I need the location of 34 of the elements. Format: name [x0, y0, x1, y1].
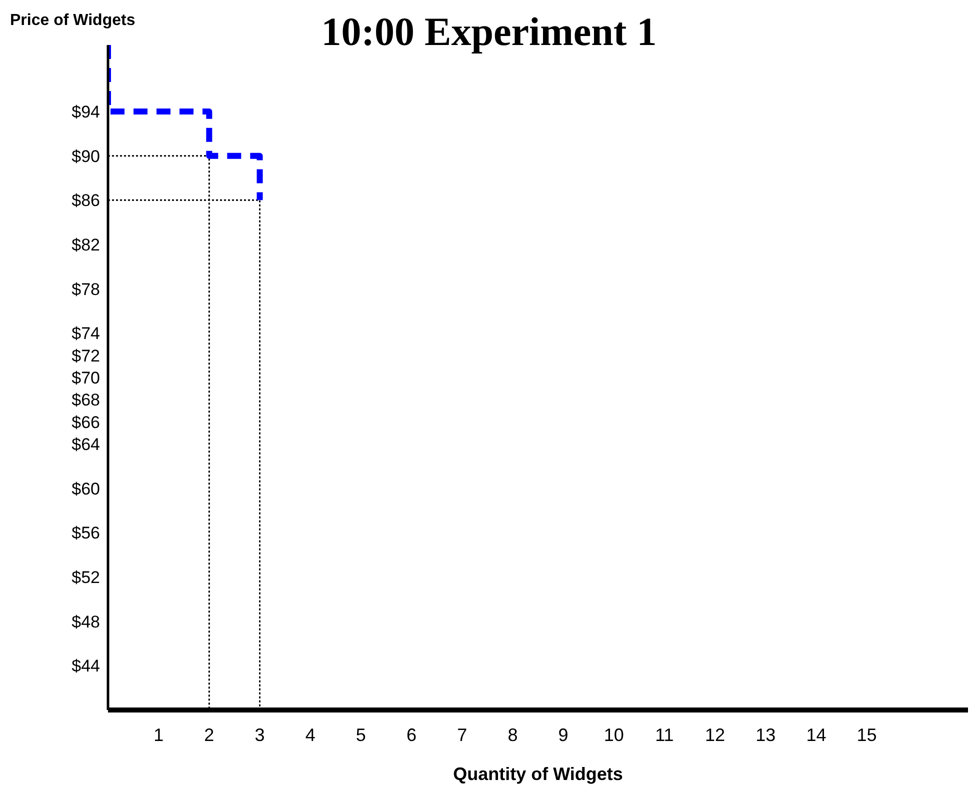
y-tick-label: $48 [72, 612, 100, 632]
x-tick-label: 12 [705, 724, 726, 745]
x-tick-label: 9 [558, 724, 568, 745]
x-axis-title: Quantity of Widgets [453, 764, 623, 784]
y-tick-label: $82 [72, 236, 100, 255]
x-tick-label: 11 [655, 724, 674, 745]
x-tick-label: 5 [356, 724, 366, 745]
x-tick-label: 10 [604, 724, 624, 745]
x-tick-label: 13 [756, 724, 776, 745]
y-tick-label: $90 [72, 146, 100, 166]
y-tick-label: $64 [72, 435, 100, 454]
y-tick-label: $44 [72, 656, 100, 676]
y-tick-label: $60 [72, 479, 100, 498]
x-tick-label: 8 [508, 724, 518, 745]
y-tick-label: $56 [72, 524, 100, 543]
x-tick-label: 3 [254, 724, 265, 745]
y-tick-label: $86 [72, 191, 100, 210]
y-tick-label: $72 [72, 346, 100, 366]
x-tick-label: 14 [806, 724, 826, 745]
y-tick-label: $66 [72, 412, 100, 432]
x-tick-label: 2 [204, 724, 214, 745]
y-tick-label: $68 [72, 390, 100, 410]
x-tick-label: 6 [406, 724, 417, 745]
x-tick-label: 4 [305, 724, 316, 745]
x-tick-label: 1 [154, 724, 164, 745]
x-tick-label: 7 [457, 724, 468, 745]
y-tick-label: $52 [72, 568, 100, 588]
y-tick-label: $70 [72, 368, 100, 388]
x-tick-label: 15 [856, 724, 877, 745]
y-tick-label: $94 [72, 102, 100, 122]
y-tick-label: $74 [72, 324, 100, 344]
y-axis-title: Price of Widgets [10, 12, 136, 30]
y-tick-label: $78 [72, 280, 100, 299]
chart-title: 10:00 Experiment 1 [321, 9, 657, 54]
